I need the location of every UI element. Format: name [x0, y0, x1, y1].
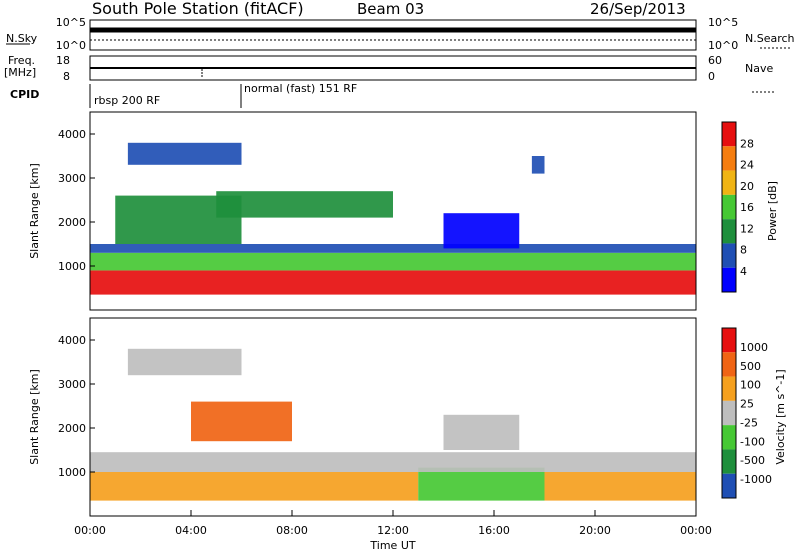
colorbar-swatch: [722, 425, 736, 450]
power-region: [90, 252, 696, 271]
velocity-colorbar-label: Velocity [m s^-1]: [774, 369, 787, 464]
colorbar-swatch: [722, 219, 736, 244]
freq-right-label: Nave: [745, 62, 773, 75]
velocity-region: [90, 452, 696, 472]
colorbar-tick-label: 500: [740, 360, 761, 373]
colorbar-swatch: [722, 122, 736, 147]
velocity-ylabel: Slant Range [km]: [28, 369, 41, 465]
velocity-region: [443, 414, 520, 450]
colorbar-tick-label: 1000: [740, 341, 768, 354]
time-tick-label: 00:00: [680, 524, 712, 537]
power-region: [90, 270, 696, 295]
colorbar-tick-label: 12: [740, 222, 754, 235]
date-label: 26/Sep/2013: [590, 0, 686, 18]
colorbar-tick-label: 25: [740, 398, 754, 411]
power-ylabel: Slant Range [km]: [28, 163, 41, 259]
colorbar-swatch: [722, 170, 736, 195]
velocity-region: [191, 401, 292, 442]
colorbar-tick-label: 8: [740, 244, 747, 257]
time-tick-label: 04:00: [175, 524, 207, 537]
velocity-region: [418, 467, 545, 501]
colorbar-tick-label: 20: [740, 180, 754, 193]
colorbar-tick-label: 24: [740, 159, 754, 172]
power-region: [216, 191, 393, 218]
colorbar-swatch: [722, 449, 736, 474]
colorbar-swatch: [722, 267, 736, 292]
power-region: [127, 142, 242, 165]
colorbar-tick-label: -100: [740, 435, 765, 448]
noise-right-label: N.Search: [745, 32, 795, 45]
time-tick-label: 00:00: [74, 524, 106, 537]
ytick-label: 1000: [58, 260, 86, 273]
colorbar-swatch: [722, 194, 736, 220]
power-region: [531, 156, 545, 174]
ytick-label: 2000: [58, 216, 86, 229]
noise-right-tick-bottom: 10^0: [708, 39, 738, 52]
noise-left-label: N.Sky: [6, 32, 38, 45]
ytick-label: 1000: [58, 466, 86, 479]
beam-label: Beam 03: [357, 0, 424, 18]
velocity-region: [544, 472, 696, 501]
colorbar-tick-label: 28: [740, 137, 754, 150]
noise-right-tick-top: 10^5: [708, 16, 738, 29]
colorbar-swatch: [722, 352, 736, 377]
noise-panel: N.Sky N.Search 10^5 10^0 10^5 10^0: [6, 16, 795, 52]
ytick-label: 4000: [58, 128, 86, 141]
station-title: South Pole Station (fitACF): [92, 0, 304, 18]
power-region: [90, 244, 696, 253]
power-frame: [89, 111, 697, 311]
time-axis: 00:00 04:00 08:00 12:00 16:00 20:00 00:00 Time…: [74, 510, 712, 552]
ytick-label: 3000: [58, 378, 86, 391]
colorbar-tick-label: -1000: [740, 473, 772, 486]
freq-left-label-2: [MHz]: [4, 66, 36, 79]
velocity-region: [90, 472, 419, 501]
time-tick-label: 16:00: [478, 524, 510, 537]
freq-left-label-1: Freq.: [8, 54, 35, 67]
power-colorbar-label: Power [dB]: [766, 181, 779, 241]
colorbar-swatch: [722, 146, 736, 171]
noise-left-tick-top: 10^5: [56, 16, 86, 29]
power-panel: 1000 2000 3000 4000 Slant Range [km] 28 24 20…: [28, 111, 779, 311]
ytick-label: 3000: [58, 172, 86, 185]
colorbar-tick-label: -25: [740, 416, 758, 429]
time-tick-label: 20:00: [579, 524, 611, 537]
freq-left-tick-top: 18: [56, 54, 70, 67]
colorbar-swatch: [722, 400, 736, 426]
power-region: [443, 213, 520, 249]
velocity-panel: 1000 2000 3000 4000 Slant Range [km] 1000 50…: [28, 317, 787, 517]
time-tick-label: 08:00: [276, 524, 308, 537]
freq-right-tick-top: 60: [708, 54, 722, 67]
colorbar-tick-label: -500: [740, 454, 765, 467]
freq-left-tick-bottom: 8: [63, 70, 70, 83]
colorbar-tick-label: 4: [740, 265, 747, 278]
ytick-label: 2000: [58, 422, 86, 435]
colorbar-swatch: [722, 473, 736, 498]
time-tick-label: 12:00: [377, 524, 409, 537]
freq-right-tick-bottom: 0: [708, 70, 715, 83]
freq-panel: Freq. [MHz] Nave 18 8 60 0: [4, 54, 776, 93]
colorbar-tick-label: 100: [740, 379, 761, 392]
colorbar-swatch: [722, 376, 736, 401]
cpid-mode-1: rbsp 200 RF: [94, 94, 160, 107]
ytick-label: 4000: [58, 334, 86, 347]
colorbar-swatch: [722, 328, 736, 353]
cpid-mode-2: normal (fast) 151 RF: [244, 82, 357, 95]
velocity-region: [127, 348, 242, 376]
colorbar-tick-label: 16: [740, 201, 754, 214]
cpid-label: CPID: [10, 88, 39, 101]
colorbar-swatch: [722, 243, 736, 268]
time-axis-label: Time UT: [369, 539, 415, 552]
cpid-panel: CPID rbsp 200 RF normal (fast) 151 RF: [10, 82, 357, 108]
noise-left-tick-bottom: 10^0: [56, 39, 86, 52]
